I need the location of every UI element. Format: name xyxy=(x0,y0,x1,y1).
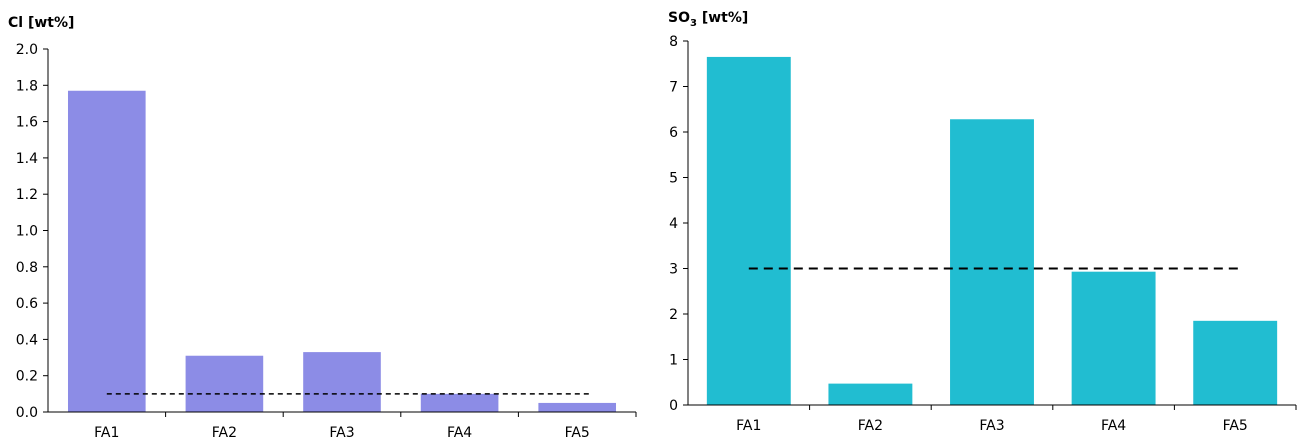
so3-category-label: FA4 xyxy=(1101,418,1126,434)
cl-y-tick-label: 1.6 xyxy=(16,115,38,131)
cl-y-tick-label: 0.6 xyxy=(16,296,38,312)
so3-category-label: FA2 xyxy=(858,418,883,434)
cl-category-label: FA4 xyxy=(447,425,472,441)
cl-category-label: FA2 xyxy=(212,425,237,441)
cl-category-label: FA1 xyxy=(94,425,119,441)
so3-y-tick-label: 4 xyxy=(669,216,678,232)
cl-y-tick-label: 2.0 xyxy=(16,42,38,58)
so3-y-tick-label: 7 xyxy=(669,80,678,96)
so3-bar-fa2 xyxy=(828,383,913,405)
so3-y-tick-label: 0 xyxy=(669,398,678,414)
so3-y-axis-label: SO3 [wt%] xyxy=(668,10,748,29)
cl-bar-fa3 xyxy=(303,352,381,412)
cl-category-label: FA3 xyxy=(329,425,354,441)
cl-y-tick-label: 1.0 xyxy=(16,224,38,240)
cl-category-label: FA5 xyxy=(565,425,590,441)
so3-y-tick-label: 2 xyxy=(669,307,678,323)
cl-chart: Cl [wt%] 0.0 0.2 0.4 0.6 0.8 1.0 1.2 1.4 1.6 1.8 2… xyxy=(8,15,637,441)
cl-y-tick-label: 1.8 xyxy=(16,78,38,94)
so3-category-label: FA5 xyxy=(1223,418,1248,434)
so3-y-tick-label: 5 xyxy=(669,171,678,187)
so3-category-label: FA3 xyxy=(979,418,1004,434)
cl-bar-fa1 xyxy=(67,90,146,413)
cl-y-tick-label: 1.4 xyxy=(16,151,38,167)
so3-y-tick-label: 3 xyxy=(669,262,678,278)
so3-bar-fa5 xyxy=(1193,320,1278,405)
cl-y-tick-label: 0.0 xyxy=(16,405,38,421)
so3-chart: SO3 [wt%] 0 1 2 3 4 5 6 7 8 FA1 FA2 FA3 FA4 FA5 xyxy=(668,10,1297,434)
so3-bar-fa3 xyxy=(950,119,1034,405)
cl-y-tick-label: 1.2 xyxy=(16,187,38,203)
cl-bar-fa2 xyxy=(185,355,264,412)
cl-bar-fa5 xyxy=(538,402,617,412)
cl-y-tick-label: 0.8 xyxy=(16,260,38,276)
so3-y-tick-label: 8 xyxy=(669,34,678,50)
so3-category-label: FA1 xyxy=(736,418,761,434)
cl-y-tick-label: 0.2 xyxy=(16,369,38,385)
so3-y-tick-label: 1 xyxy=(669,353,678,369)
cl-y-tick-label: 0.4 xyxy=(16,332,38,348)
so3-bar-fa1 xyxy=(706,56,791,406)
cl-y-axis-label: Cl [wt%] xyxy=(8,15,74,31)
so3-bar-fa4 xyxy=(1071,271,1156,405)
cl-bar-fa4 xyxy=(420,393,499,412)
so3-y-tick-label: 6 xyxy=(669,125,678,141)
